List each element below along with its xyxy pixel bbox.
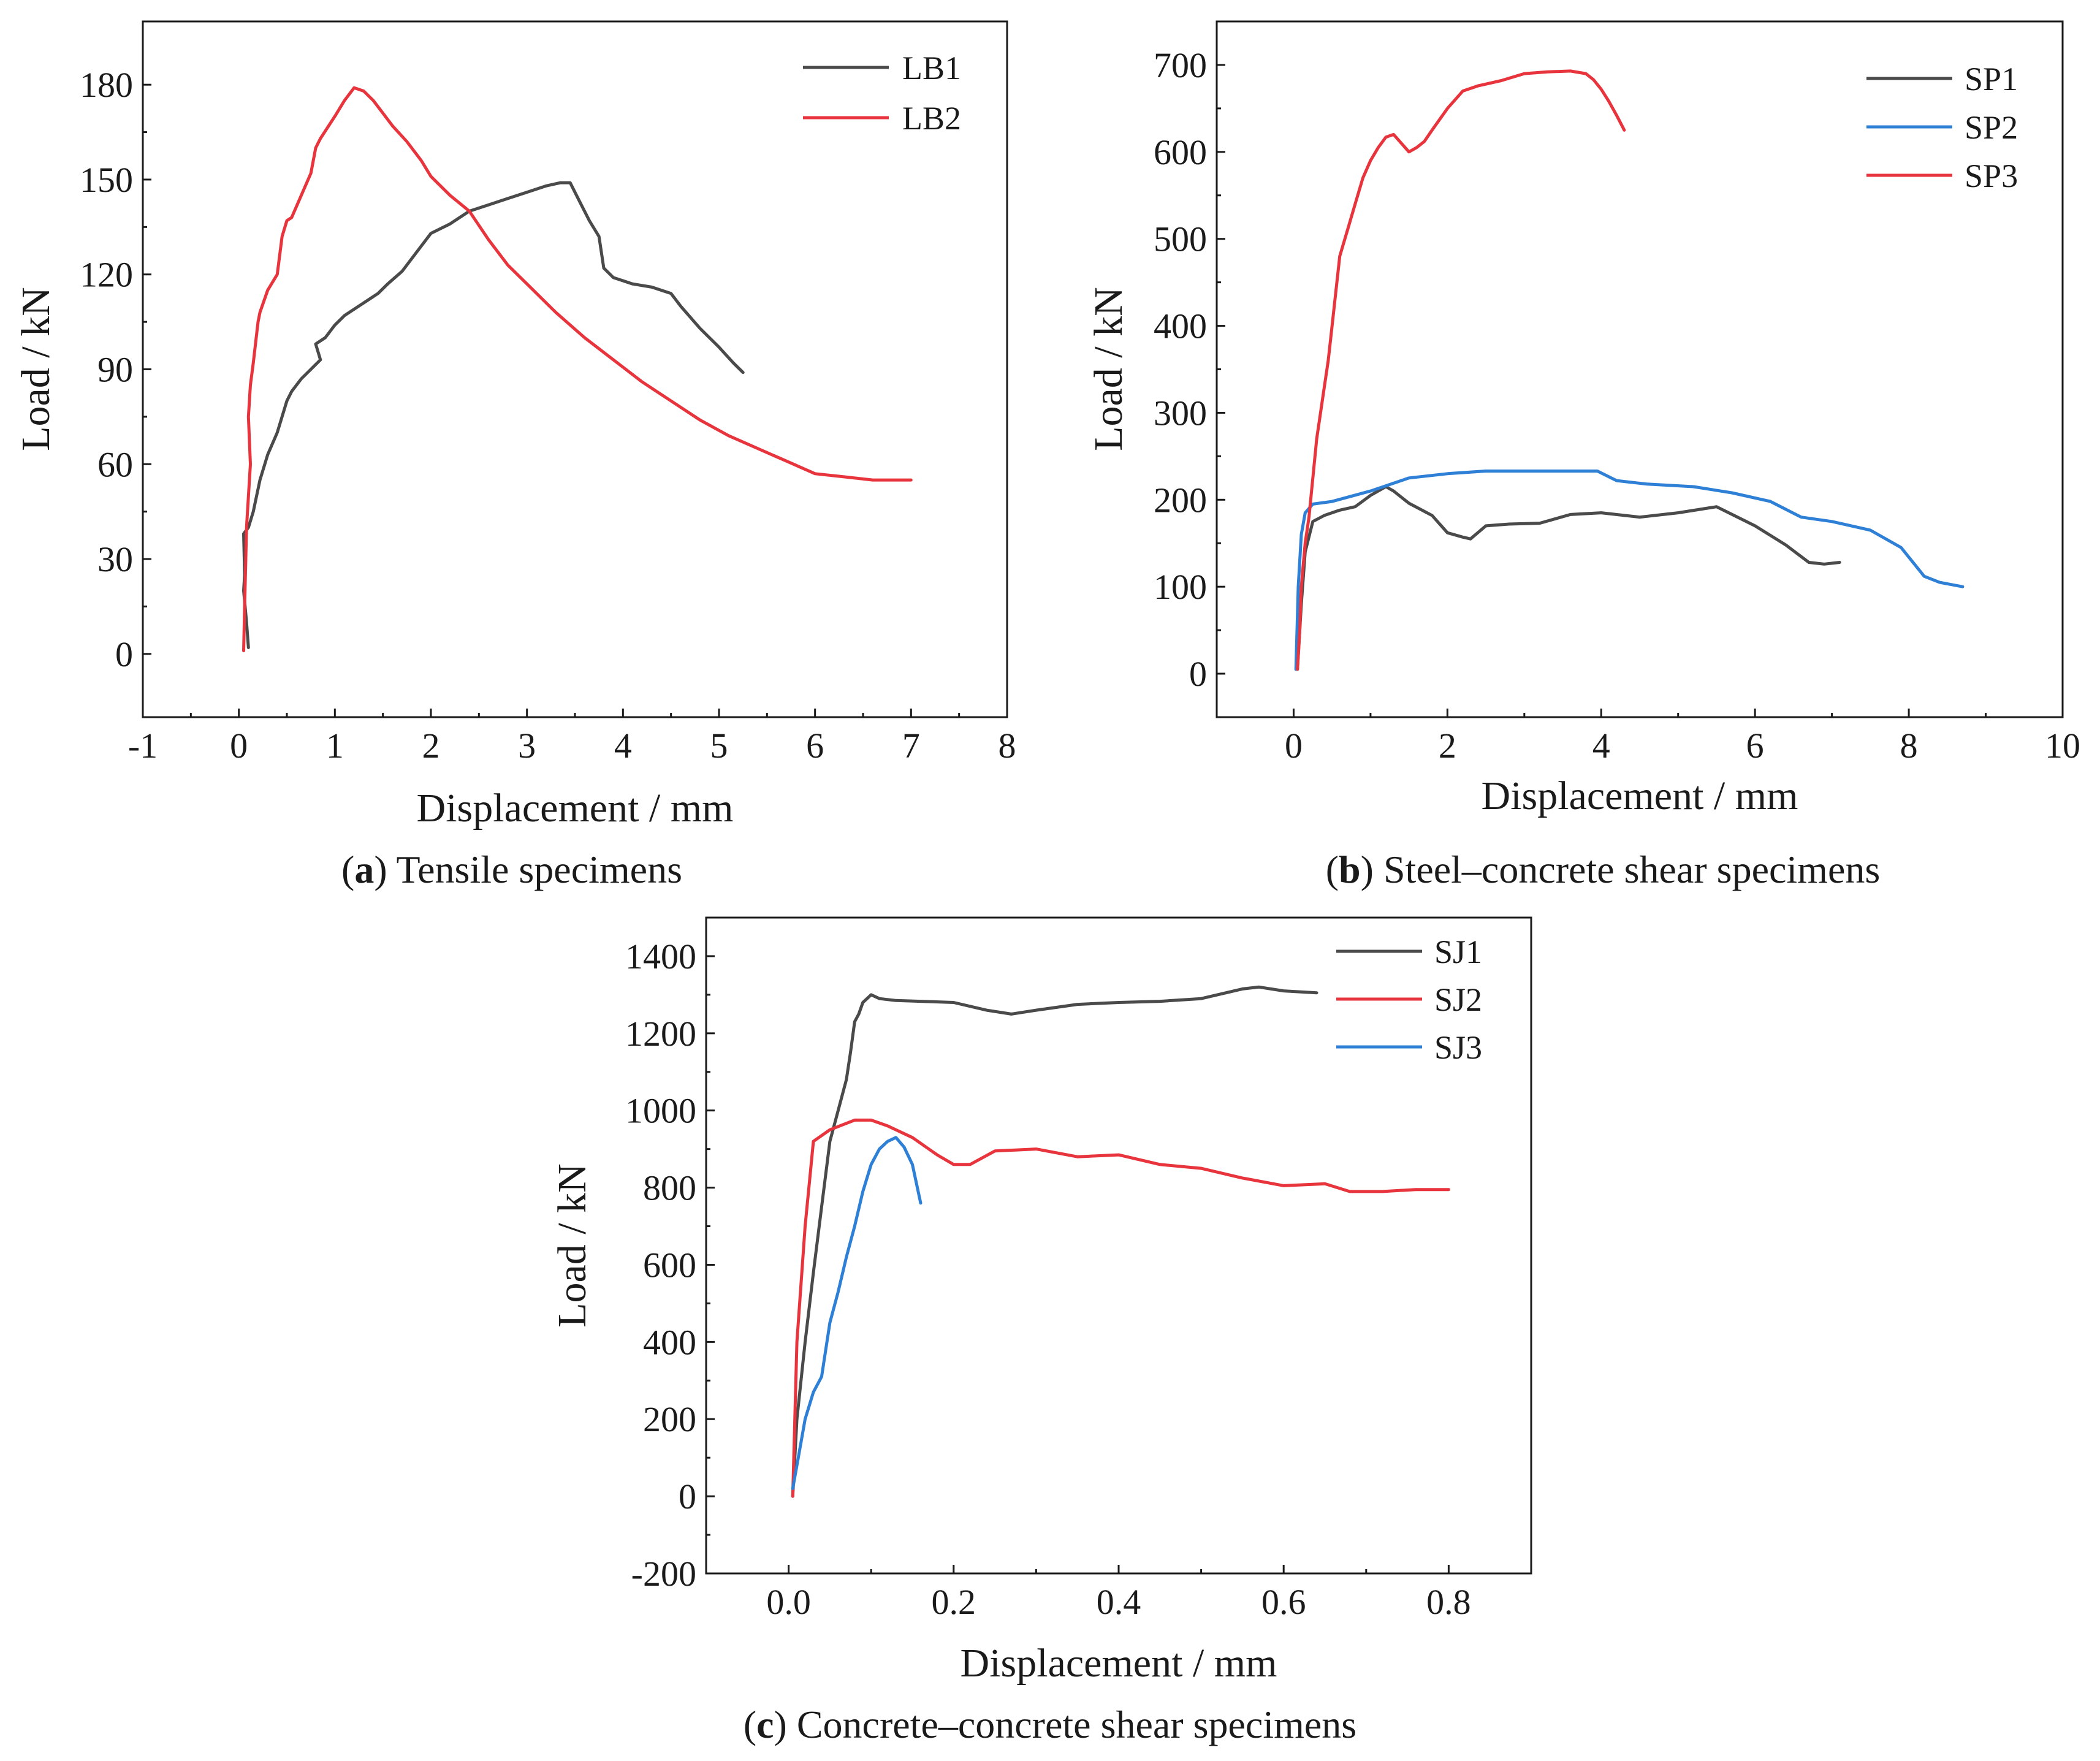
y-tick-label: 150 (80, 160, 133, 200)
x-tick-label: 6 (1746, 726, 1764, 766)
series-line-sj3 (791, 1136, 923, 1490)
caption-text-a: Tensile specimens (387, 848, 682, 891)
y-tick-label: 120 (80, 255, 133, 295)
caption-c: (c) Concrete–concrete shear specimens (744, 1703, 1356, 1746)
y-axis-title-c: Load / kN (550, 1163, 595, 1328)
x-tick-label: 0 (230, 726, 248, 766)
y-tick-label: 800 (643, 1168, 696, 1208)
x-tick-label: 3 (518, 726, 536, 766)
tick-layer-c: 0.0 0.2 0.4 0.6 0.8 -200 0 200 400 600 800 1000 1200… (625, 937, 1471, 1622)
x-tick-label: 6 (806, 726, 824, 766)
y-tick-label: 700 (1154, 45, 1207, 85)
y-tick-label: 200 (643, 1399, 696, 1439)
x-axis-title-a: Displacement / mm (417, 786, 734, 831)
x-tick-label: 4 (1592, 726, 1610, 766)
x-tick-label: 7 (902, 726, 920, 766)
x-tick-label: 4 (614, 726, 632, 766)
series-line-lb2 (242, 86, 913, 653)
y-tick-label: 200 (1154, 480, 1207, 520)
x-tick-label: 0.8 (1426, 1582, 1471, 1622)
y-tick-label: 0 (115, 634, 133, 674)
y-tick-label: 1000 (625, 1091, 696, 1131)
y-tick-label: 0 (1189, 654, 1207, 694)
tick-layer-a: -1 0 1 2 3 4 5 6 7 8 0 30 60 90 120 150 180 (80, 65, 1016, 766)
caption-letter-a: a (354, 848, 374, 891)
legend-label-sp1: SP1 (1965, 61, 2018, 97)
legend-a: LB1 LB2 (803, 50, 961, 137)
x-tick-label: 0.2 (932, 1582, 976, 1622)
legend-label-sp2: SP2 (1965, 109, 2018, 146)
series-layer-c (791, 985, 1450, 1498)
legend-b: SP1 SP2 SP3 (1866, 61, 2018, 194)
x-tick-label: 0 (1285, 726, 1303, 766)
caption-text-b: Steel–concrete shear specimens (1374, 848, 1880, 891)
y-tick-label: 60 (97, 444, 133, 484)
y-axis-title-a: Load / kN (13, 287, 58, 451)
caption-letter-b: b (1339, 848, 1361, 891)
y-tick-label: 400 (643, 1322, 696, 1362)
plot-frame-a (142, 20, 1008, 718)
x-tick-label: 2 (1439, 726, 1456, 766)
x-axis-title-c: Displacement / mm (961, 1641, 1277, 1686)
x-tick-label: 0.6 (1261, 1582, 1306, 1622)
x-tick-label: 0.0 (766, 1582, 811, 1622)
caption-b: (b) Steel–concrete shear specimens (1326, 848, 1881, 891)
y-tick-label: 30 (97, 539, 133, 579)
series-line-sp2 (1294, 470, 1965, 671)
x-tick-label: 0.4 (1097, 1582, 1141, 1622)
y-tick-label: 600 (1154, 132, 1207, 172)
legend-label-lb2: LB2 (902, 100, 961, 137)
y-tick-label: -200 (631, 1554, 696, 1594)
legend-label-sp3: SP3 (1965, 158, 2018, 194)
series-line-lb1 (242, 181, 745, 649)
y-tick-label: 400 (1154, 306, 1207, 346)
x-tick-label: 10 (2045, 726, 2080, 766)
legend-label-sj2: SJ2 (1434, 981, 1482, 1018)
caption-letter-c: c (756, 1703, 774, 1746)
y-tick-label: 1200 (625, 1014, 696, 1054)
y-axis-title-b: Load / kN (1086, 287, 1131, 451)
caption-a: (a) Tensile specimens (341, 848, 682, 891)
x-tick-label: -1 (128, 726, 158, 766)
series-line-sj2 (791, 1118, 1450, 1498)
legend-label-lb1: LB1 (902, 50, 961, 86)
plot-frame-c (705, 916, 1532, 1575)
legend-label-sj1: SJ1 (1434, 934, 1482, 970)
y-tick-label: 180 (80, 65, 133, 105)
caption-text-c: Concrete–concrete shear specimens (787, 1703, 1356, 1746)
y-tick-label: 1400 (625, 937, 696, 976)
series-line-sp1 (1296, 485, 1841, 671)
x-tick-label: 8 (999, 726, 1016, 766)
legend-c: SJ1 SJ2 SJ3 (1336, 934, 1482, 1066)
panel-c-concrete-concrete: 0.0 0.2 0.4 0.6 0.8 -200 0 200 400 600 800 1000 1200… (550, 916, 1532, 1746)
series-layer-a (242, 86, 913, 653)
x-tick-label: 2 (422, 726, 440, 766)
y-tick-label: 600 (643, 1245, 696, 1285)
x-tick-label: 1 (326, 726, 344, 766)
x-tick-label: 8 (1900, 726, 1918, 766)
legend-label-sj3: SJ3 (1434, 1029, 1482, 1066)
y-tick-label: 90 (97, 350, 133, 390)
x-tick-label: 5 (710, 726, 728, 766)
y-tick-label: 100 (1154, 567, 1207, 607)
series-line-sp3 (1296, 69, 1626, 671)
y-tick-label: 500 (1154, 219, 1207, 259)
panel-a-tensile: -1 0 1 2 3 4 5 6 7 8 0 30 60 90 120 150 180 Displacement… (13, 20, 1016, 891)
series-layer-b (1294, 69, 1965, 671)
y-tick-label: 300 (1154, 393, 1207, 433)
series-line-sj1 (791, 985, 1318, 1498)
y-tick-label: 0 (679, 1477, 696, 1516)
x-axis-title-b: Displacement / mm (1482, 774, 1798, 818)
